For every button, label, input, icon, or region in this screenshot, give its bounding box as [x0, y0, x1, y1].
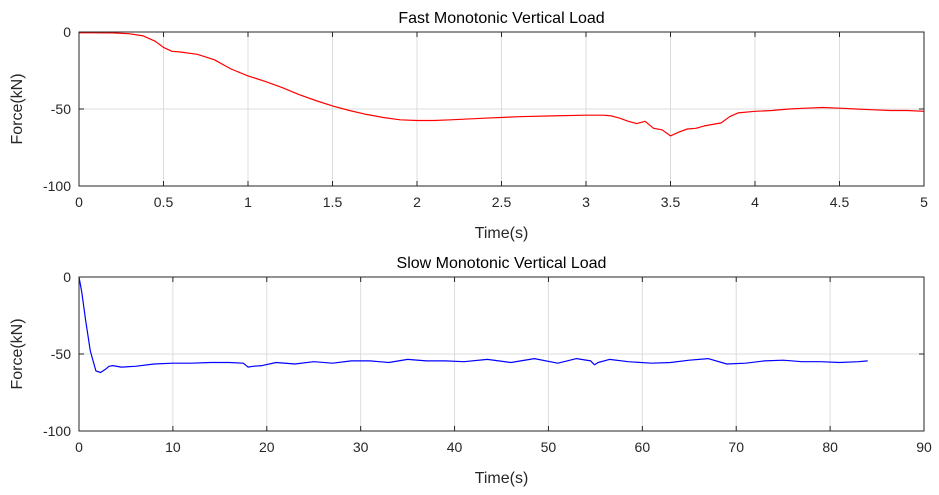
- fast-x-tick-label: 2: [413, 194, 421, 210]
- slow-x-tick-label: 0: [75, 439, 83, 455]
- fast-x-tick-label: 3: [582, 194, 590, 210]
- slow-x-tick-label: 50: [541, 439, 557, 455]
- fast-y-tick-label: -50: [51, 101, 71, 117]
- fast-x-tick-label: 1.5: [323, 194, 343, 210]
- fast-x-tick-label: 1: [244, 194, 252, 210]
- fast-chart-title: Fast Monotonic Vertical Load: [398, 10, 604, 27]
- slow-y-tick-label: 0: [63, 269, 71, 285]
- slow-series-line: [78, 276, 868, 374]
- fast-x-tick-label: 3.5: [661, 194, 681, 210]
- slow-y-axis-title: Force(kN): [9, 318, 26, 389]
- fast-x-tick-label: 4: [751, 194, 759, 210]
- fast-y-tick-label: -100: [43, 178, 71, 194]
- slow-y-tick-label: -100: [43, 423, 71, 439]
- slow-x-tick-label: 20: [259, 439, 275, 455]
- fast-x-tick-label: 2.5: [492, 194, 512, 210]
- slow-x-tick-label: 80: [822, 439, 838, 455]
- slow-x-tick-label: 70: [728, 439, 744, 455]
- slow-axes-box: [78, 276, 925, 432]
- fast-y-axis-title: Force(kN): [9, 73, 26, 144]
- fast-plot: 0 0.5 1 1.5 2 2.5 3 3.5 4 4.5 5 0 -50 -100 Fast Monoto…: [9, 10, 928, 242]
- slow-x-tick-label: 60: [635, 439, 651, 455]
- fast-x-axis-title: Time(s): [475, 225, 529, 242]
- slow-y-tick-label: -50: [51, 346, 71, 362]
- slow-x-tick-label: 40: [447, 439, 463, 455]
- slow-plot: 0 10 20 30 40 50 60 70 80 90 0 -50 -100 Slow Monotoni…: [9, 255, 932, 487]
- slow-x-tick-label: 90: [916, 439, 932, 455]
- slow-x-tick-label: 30: [353, 439, 369, 455]
- fast-x-tick-label: 4.5: [830, 194, 850, 210]
- fast-series-line: [79, 32, 925, 137]
- slow-chart-title: Slow Monotonic Vertical Load: [397, 255, 607, 272]
- fast-x-tick-label: 0: [75, 194, 83, 210]
- slow-x-axis-title: Time(s): [475, 470, 529, 487]
- fast-x-tick-label: 0.5: [154, 194, 174, 210]
- fast-axes-box: [78, 31, 925, 187]
- fast-x-tick-label: 5: [920, 194, 928, 210]
- slow-x-tick-label: 10: [165, 439, 181, 455]
- fast-y-tick-label: 0: [63, 24, 71, 40]
